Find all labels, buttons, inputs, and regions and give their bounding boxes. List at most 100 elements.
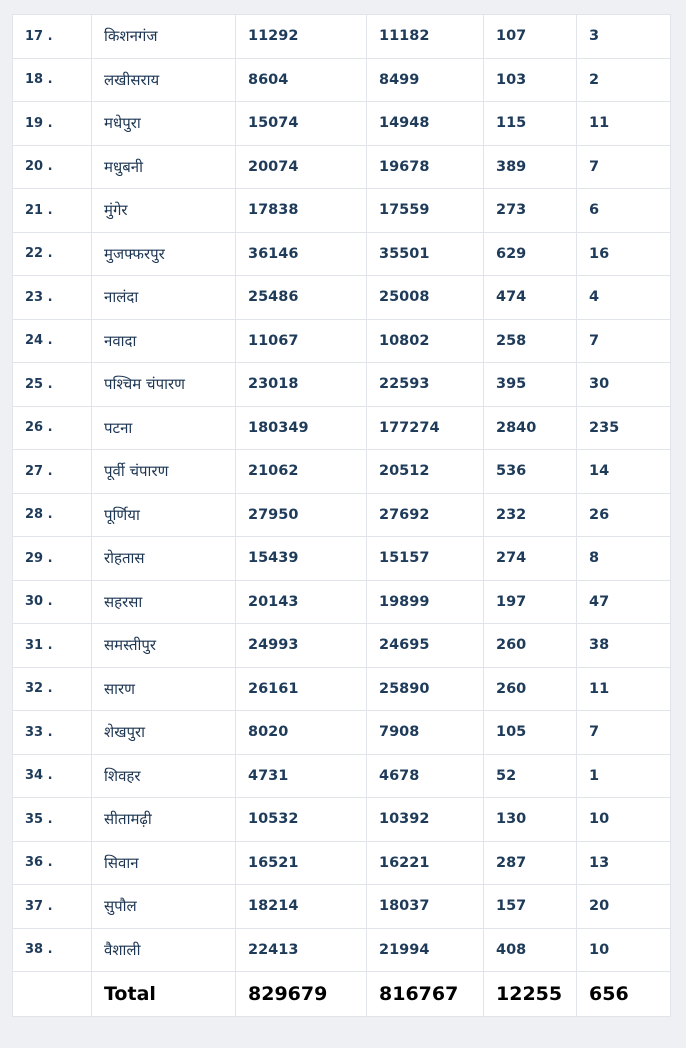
value-cell-1: 25486: [235, 275, 367, 320]
district-name-cell: सारण: [91, 666, 236, 711]
table-row: 32 . सारण 26161 25890 260 11: [12, 666, 671, 711]
table-row: 18 . लखीसराय 8604 8499 103 2: [12, 57, 671, 102]
value-cell-3: 474: [483, 275, 577, 320]
table-row: 20 . मधुबनी 20074 19678 389 7: [12, 144, 671, 189]
serial-number-cell: 30 .: [12, 579, 92, 624]
value-cell-1: 21062: [235, 449, 367, 494]
table-row: 31 . समस्तीपुर 24993 24695 260 38: [12, 623, 671, 668]
value-cell-2: 20512: [366, 449, 484, 494]
value-cell-3: 260: [483, 666, 577, 711]
value-cell-1: 23018: [235, 362, 367, 407]
table-row: 26 . पटना 180349 177274 2840 235: [12, 405, 671, 450]
value-cell-2: 7908: [366, 710, 484, 755]
value-cell-2: 25890: [366, 666, 484, 711]
serial-number-cell: 33 .: [12, 710, 92, 755]
district-name-cell: मधुबनी: [91, 144, 236, 189]
serial-number-cell: 31 .: [12, 623, 92, 668]
value-cell-2: 11182: [366, 14, 484, 59]
value-cell-1: 20143: [235, 579, 367, 624]
table-row: 30 . सहरसा 20143 19899 197 47: [12, 579, 671, 624]
value-cell-1: 15074: [235, 101, 367, 146]
value-cell-1: 27950: [235, 492, 367, 537]
value-cell-3: 52: [483, 753, 577, 798]
value-cell-2: 15157: [366, 536, 484, 581]
district-name-cell: मुजफ्फरपुर: [91, 231, 236, 276]
total-label: Total: [91, 971, 236, 1017]
table-row: 29 . रोहतास 15439 15157 274 8: [12, 536, 671, 581]
value-cell-3: 536: [483, 449, 577, 494]
table-row: 22 . मुजफ्फरपुर 36146 35501 629 16: [12, 231, 671, 276]
value-cell-3: 232: [483, 492, 577, 537]
serial-number-cell: 27 .: [12, 449, 92, 494]
total-value-3: 12255: [483, 971, 577, 1017]
value-cell-1: 24993: [235, 623, 367, 668]
total-value-2: 816767: [366, 971, 484, 1017]
value-cell-1: 26161: [235, 666, 367, 711]
value-cell-4: 14: [576, 449, 671, 494]
district-name-cell: मुंगेर: [91, 188, 236, 233]
value-cell-1: 8604: [235, 57, 367, 102]
value-cell-2: 14948: [366, 101, 484, 146]
serial-number-cell: 24 .: [12, 318, 92, 363]
district-name-cell: समस्तीपुर: [91, 623, 236, 668]
value-cell-4: 2: [576, 57, 671, 102]
table-row: 28 . पूर्णिया 27950 27692 232 26: [12, 492, 671, 537]
value-cell-4: 16: [576, 231, 671, 276]
district-name-cell: पटना: [91, 405, 236, 450]
value-cell-2: 27692: [366, 492, 484, 537]
value-cell-3: 130: [483, 797, 577, 842]
value-cell-2: 10392: [366, 797, 484, 842]
serial-number-cell: 19 .: [12, 101, 92, 146]
value-cell-4: 1: [576, 753, 671, 798]
value-cell-2: 8499: [366, 57, 484, 102]
table-row: 25 . पश्चिम चंपारण 23018 22593 395 30: [12, 362, 671, 407]
serial-number-cell: 36 .: [12, 840, 92, 885]
serial-number-cell: 37 .: [12, 884, 92, 929]
table-body: 17 . किशनगंज 11292 11182 107 3 18 . लखीसराय 860…: [12, 14, 671, 1017]
value-cell-4: 7: [576, 318, 671, 363]
value-cell-3: 260: [483, 623, 577, 668]
value-cell-3: 287: [483, 840, 577, 885]
district-name-cell: नवादा: [91, 318, 236, 363]
value-cell-3: 395: [483, 362, 577, 407]
serial-number-cell: 29 .: [12, 536, 92, 581]
value-cell-4: 7: [576, 144, 671, 189]
value-cell-1: 17838: [235, 188, 367, 233]
value-cell-1: 180349: [235, 405, 367, 450]
value-cell-3: 274: [483, 536, 577, 581]
district-name-cell: वैशाली: [91, 927, 236, 972]
table-row: 34 . शिवहर 4731 4678 52 1: [12, 753, 671, 798]
district-name-cell: पश्चिम चंपारण: [91, 362, 236, 407]
value-cell-4: 10: [576, 927, 671, 972]
value-cell-3: 389: [483, 144, 577, 189]
serial-number-cell: 35 .: [12, 797, 92, 842]
total-row: Total 829679 816767 12255 656: [12, 971, 671, 1017]
value-cell-3: 105: [483, 710, 577, 755]
district-name-cell: सुपौल: [91, 884, 236, 929]
total-value-1: 829679: [235, 971, 367, 1017]
total-empty-cell: [12, 971, 92, 1017]
value-cell-2: 24695: [366, 623, 484, 668]
table-row: 36 . सिवान 16521 16221 287 13: [12, 840, 671, 885]
value-cell-3: 115: [483, 101, 577, 146]
value-cell-4: 10: [576, 797, 671, 842]
value-cell-2: 18037: [366, 884, 484, 929]
table-row: 38 . वैशाली 22413 21994 408 10: [12, 927, 671, 972]
value-cell-4: 20: [576, 884, 671, 929]
serial-number-cell: 17 .: [12, 14, 92, 59]
value-cell-4: 6: [576, 188, 671, 233]
value-cell-4: 47: [576, 579, 671, 624]
district-name-cell: पूर्णिया: [91, 492, 236, 537]
district-name-cell: नालंदा: [91, 275, 236, 320]
serial-number-cell: 26 .: [12, 405, 92, 450]
value-cell-2: 4678: [366, 753, 484, 798]
table-row: 23 . नालंदा 25486 25008 474 4: [12, 275, 671, 320]
district-table: 17 . किशनगंज 11292 11182 107 3 18 . लखीसराय 860…: [12, 14, 671, 1017]
value-cell-4: 3: [576, 14, 671, 59]
serial-number-cell: 20 .: [12, 144, 92, 189]
district-name-cell: पूर्वी चंपारण: [91, 449, 236, 494]
value-cell-4: 38: [576, 623, 671, 668]
value-cell-3: 103: [483, 57, 577, 102]
serial-number-cell: 32 .: [12, 666, 92, 711]
value-cell-2: 177274: [366, 405, 484, 450]
